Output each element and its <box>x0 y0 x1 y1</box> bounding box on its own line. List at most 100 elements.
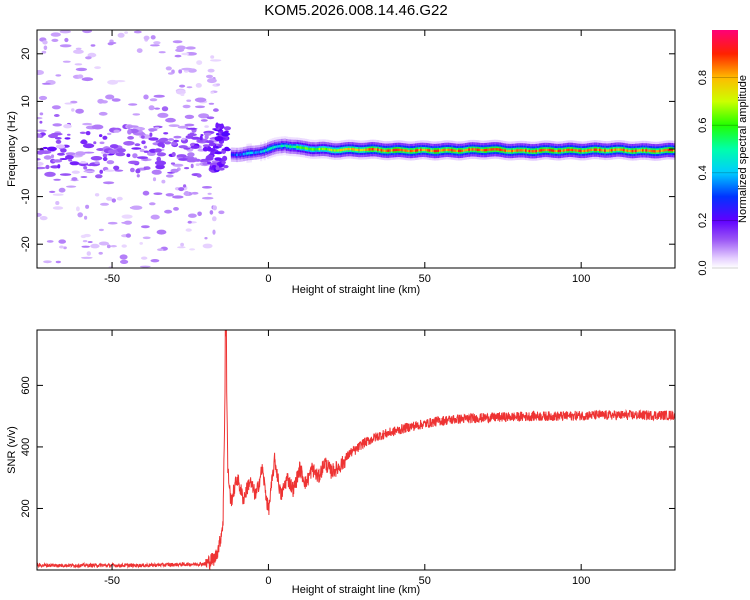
noise-blob <box>184 191 190 196</box>
noise-blob <box>37 166 47 170</box>
noise-blob <box>79 131 86 134</box>
carrier-cell <box>654 150 657 153</box>
carrier-cell <box>552 149 555 152</box>
noise-blob <box>85 131 91 136</box>
noise-blob <box>86 251 92 256</box>
carrier-cell <box>420 148 423 152</box>
carrier-cell <box>523 149 526 152</box>
noise-blob <box>117 32 125 38</box>
noise-blob <box>128 103 138 106</box>
carrier-cell <box>401 148 404 152</box>
noise-blob <box>124 31 128 34</box>
noise-blob <box>194 105 206 109</box>
noise-blob <box>113 129 120 133</box>
carrier-cell <box>655 150 658 153</box>
noise-blob <box>163 132 169 135</box>
noise-blob <box>50 154 55 159</box>
carrier-cell <box>382 149 385 152</box>
noise-blob <box>201 186 213 189</box>
onset-blob <box>207 146 212 151</box>
noise-blob <box>67 133 71 136</box>
noise-blob <box>50 32 61 37</box>
noise-blob <box>168 138 174 141</box>
carrier-cell <box>513 149 516 152</box>
carrier-cell <box>268 147 271 151</box>
carrier-cell <box>316 148 319 151</box>
carrier-cell <box>370 148 373 151</box>
colorbar-tick-label: 0.0 <box>697 260 709 275</box>
noise-blob <box>128 160 140 165</box>
carrier-cell <box>260 150 263 153</box>
onset-blob <box>221 160 226 165</box>
noise-blob <box>49 190 56 193</box>
carrier-cell <box>242 152 245 156</box>
noise-blob <box>157 112 169 118</box>
noise-blob <box>71 177 78 181</box>
carrier-cell <box>619 148 622 151</box>
carrier-cell <box>626 149 629 152</box>
carrier-cell <box>561 149 564 152</box>
noise-blob <box>209 210 214 215</box>
carrier-cell <box>578 149 581 152</box>
carrier-cell <box>440 149 443 152</box>
carrier-cell <box>280 144 283 148</box>
noise-blob <box>53 114 60 117</box>
colorbar-ticks: 0.0 0.2 0.4 0.6 0.8 <box>697 70 738 276</box>
carrier-cell <box>255 151 258 154</box>
noise-blob <box>177 125 189 129</box>
carrier-cell <box>289 145 292 148</box>
carrier-cell <box>482 149 485 152</box>
noise-blob <box>126 153 131 158</box>
carrier-cell <box>449 148 452 152</box>
carrier-cell <box>545 148 548 152</box>
noise-blob <box>174 54 182 58</box>
noise-blob <box>152 177 157 182</box>
carrier-cell <box>263 149 266 153</box>
noise-blob <box>39 216 48 221</box>
noise-blob <box>70 100 78 104</box>
noise-blob <box>213 108 219 112</box>
noise-blob <box>156 152 167 157</box>
carrier-cell <box>230 153 233 156</box>
carrier-cell <box>574 149 577 152</box>
carrier-cell <box>597 148 600 151</box>
carrier-cell <box>537 149 540 153</box>
noise-blob <box>187 133 197 137</box>
carrier-cell <box>282 144 285 147</box>
x-tick-label: -50 <box>104 575 120 587</box>
noise-blob <box>173 135 182 139</box>
carrier-cell <box>569 148 572 152</box>
carrier-cell <box>514 149 517 152</box>
noise-blob <box>180 242 185 247</box>
carrier-cell <box>366 148 369 151</box>
noise-blob <box>173 139 180 143</box>
carrier-cell <box>518 149 521 152</box>
noise-blob <box>78 161 89 164</box>
carrier-cell <box>353 148 356 151</box>
noise-blob <box>151 169 162 175</box>
snr-x-ticks: -50 0 50 100 <box>104 330 590 587</box>
noise-blob <box>170 168 179 173</box>
carrier-cell <box>413 149 416 152</box>
x-tick-label: 100 <box>572 273 590 285</box>
carrier-cell <box>442 148 445 152</box>
carrier-cell <box>562 149 565 152</box>
carrier-cell <box>611 149 614 152</box>
carrier-cell <box>519 149 522 152</box>
carrier-cell <box>279 145 282 148</box>
noise-blob <box>156 156 161 162</box>
noise-blob <box>58 239 66 244</box>
noise-blob <box>63 246 67 250</box>
noise-blob <box>46 146 57 152</box>
carrier-cell <box>275 145 278 148</box>
noise-blob <box>139 242 143 245</box>
noise-blob <box>121 214 133 219</box>
carrier-cell <box>630 149 633 153</box>
carrier-cell <box>590 148 593 152</box>
onset-blob <box>207 161 212 165</box>
carrier-cell <box>476 148 479 151</box>
noise-blob <box>131 147 142 150</box>
carrier-cell <box>528 149 531 153</box>
carrier-cell <box>581 149 584 153</box>
carrier-cell <box>533 150 536 153</box>
